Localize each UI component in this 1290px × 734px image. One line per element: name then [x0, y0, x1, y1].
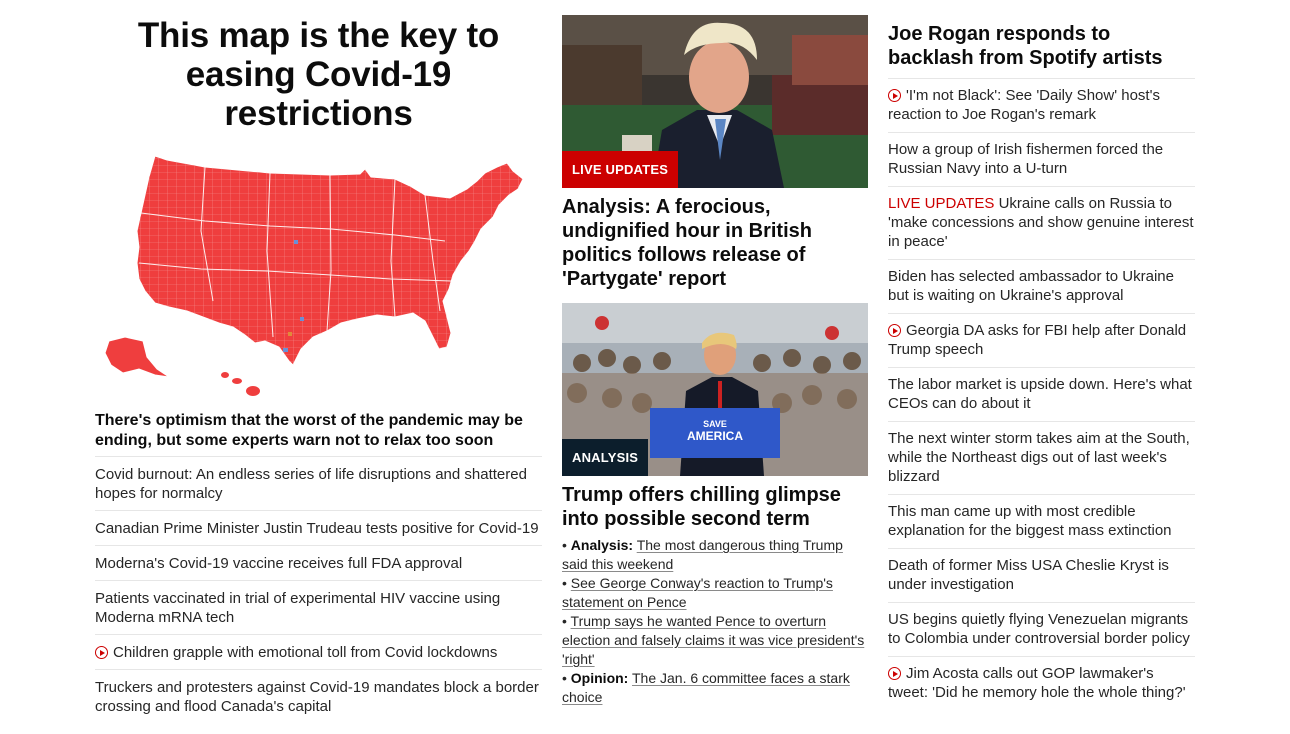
story-link[interactable]: Jim Acosta calls out GOP lawmaker's twee… [888, 665, 1186, 701]
bullet-link[interactable]: See George Conway's reaction to Trump's … [562, 575, 833, 610]
story-link[interactable]: Patients vaccinated in trial of experime… [95, 581, 542, 635]
trump-bullet-list: • Analysis: The most dangerous thing Tru… [562, 536, 868, 707]
story-link[interactable]: The labor market is upside down. Here's … [888, 368, 1195, 422]
story-link[interactable]: How a group of Irish fishermen forced th… [888, 133, 1195, 187]
featured-section: LIVE UPDATES Analysis: A ferocious, undi… [562, 0, 868, 707]
sign-text-save: SAVE [703, 419, 727, 429]
play-video-icon [888, 89, 901, 102]
story-link[interactable]: Canadian Prime Minister Justin Trudeau t… [95, 511, 542, 546]
covid-section: This map is the key to easing Covid-19 r… [95, 0, 542, 723]
story-link[interactable]: Covid burnout: An endless series of life… [95, 457, 542, 511]
story-link[interactable]: Biden has selected ambassador to Ukraine… [888, 260, 1195, 314]
covid-headline[interactable]: This map is the key to easing Covid-19 r… [137, 16, 500, 133]
us-map-image[interactable] [95, 151, 542, 401]
story-link[interactable]: LIVE UPDATES Ukraine calls on Russia to … [888, 187, 1195, 260]
us-map-illustration [104, 155, 524, 396]
covid-subheadline[interactable]: There's optimism that the worst of the p… [95, 411, 542, 457]
live-updates-tag: LIVE UPDATES [562, 151, 679, 188]
story-link[interactable]: Truckers and protesters against Covid-19… [95, 679, 539, 715]
bullet-item: • Opinion: The Jan. 6 committee faces a … [562, 670, 850, 705]
bullet-item: • Trump says he wanted Pence to overturn… [562, 613, 865, 667]
bullet-item: • Analysis: The most dangerous thing Tru… [562, 537, 843, 572]
rally-photo[interactable]: SAVE AMERICA ANALYSIS [562, 303, 868, 476]
story-link[interactable]: Georgia DA asks for FBI help after Donal… [888, 314, 1195, 368]
live-updates-label: LIVE UPDATES [888, 195, 999, 212]
play-video-icon [888, 324, 901, 337]
story-link[interactable]: Children grapple with emotional toll fro… [95, 635, 542, 670]
bullet-link[interactable]: Trump says he wanted Pence to overturn e… [562, 613, 865, 667]
story-link[interactable]: 'I'm not Black': See 'Daily Show' host's… [888, 79, 1195, 133]
bullet-link[interactable]: The most dangerous thing Trump said this… [562, 537, 843, 572]
parliament-photo[interactable]: LIVE UPDATES [562, 15, 868, 188]
partygate-headline[interactable]: Analysis: A ferocious, undignified hour … [562, 196, 812, 290]
parliament-image [562, 15, 868, 188]
bullet-item: • See George Conway's reaction to Trump'… [562, 575, 833, 610]
story-link[interactable]: Moderna's Covid-19 vaccine receives full… [95, 546, 542, 581]
alaska-shape [104, 336, 170, 378]
story-link[interactable]: US begins quietly flying Venezuelan migr… [888, 603, 1195, 657]
headline-list: 'I'm not Black': See 'Daily Show' host's… [888, 79, 1195, 710]
story-link[interactable]: The next winter storm takes aim at the S… [888, 422, 1195, 495]
headlines-section: Joe Rogan responds to backlash from Spot… [888, 0, 1195, 710]
trump-headline[interactable]: Trump offers chilling glimpse into possi… [562, 484, 841, 530]
sign-text-america: AMERICA [687, 429, 743, 443]
play-video-icon [888, 667, 901, 680]
story-link[interactable]: This man came up with most credible expl… [888, 495, 1195, 549]
covid-story-list: Covid burnout: An endless series of life… [95, 457, 542, 723]
analysis-tag: ANALYSIS [562, 439, 649, 476]
bullet-link[interactable]: The Jan. 6 committee faces a stark choic… [562, 670, 850, 705]
play-video-icon [95, 646, 108, 659]
rogan-headline[interactable]: Joe Rogan responds to backlash from Spot… [888, 22, 1195, 79]
hawaii-shape [221, 372, 260, 396]
story-link[interactable]: Death of former Miss USA Cheslie Kryst i… [888, 549, 1195, 603]
